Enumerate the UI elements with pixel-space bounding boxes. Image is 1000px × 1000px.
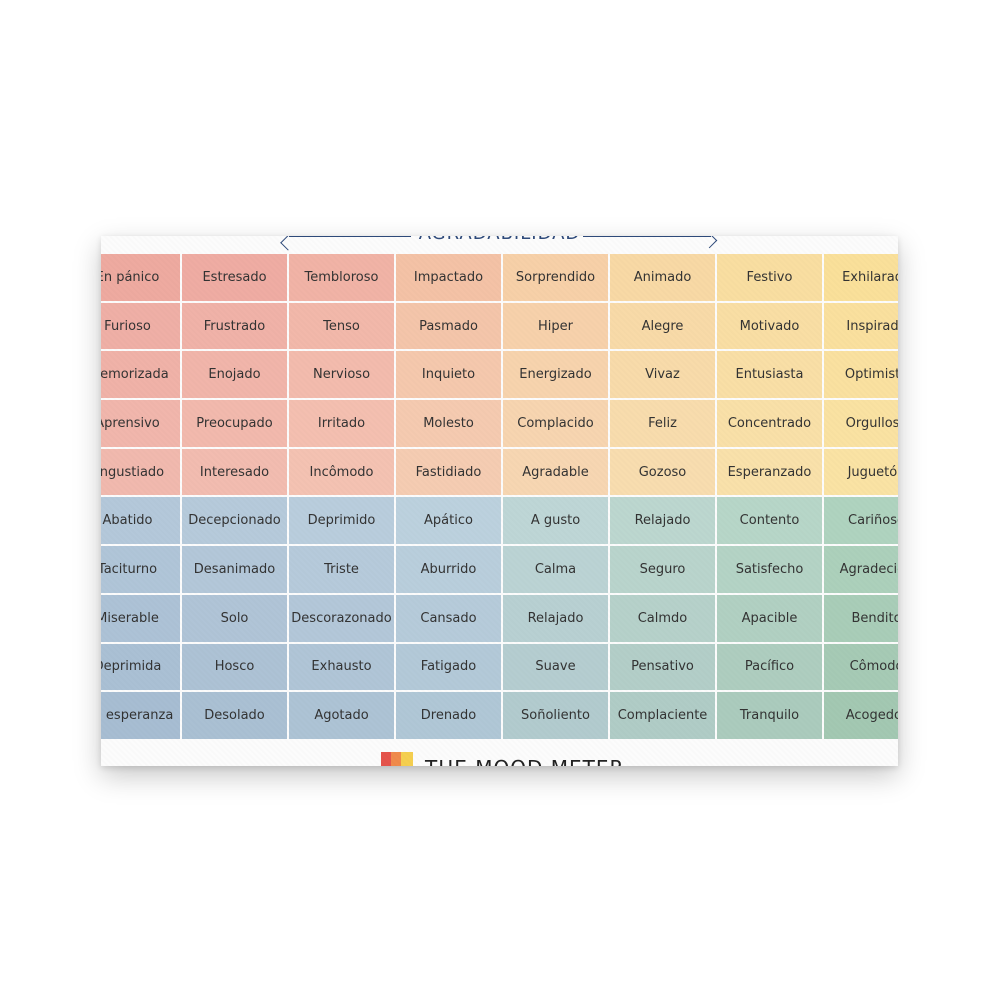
- emotion-cell: A gusto: [503, 497, 608, 545]
- emotion-cell: Suave: [503, 643, 608, 691]
- emotion-grid: En pánico Estresado Tembloroso Impactado Sor…: [101, 254, 898, 739]
- axis-line-right: [583, 236, 711, 237]
- emotion-cell: Animado: [610, 254, 715, 301]
- emotion-cell: Relajado: [610, 497, 715, 545]
- emotion-cell: Angustiado: [101, 448, 180, 496]
- emotion-cell: Apacible: [717, 594, 822, 642]
- emotion-cell: Furioso: [101, 302, 180, 350]
- emotion-cell: Taciturno: [101, 546, 180, 593]
- emotion-cell: Hiper: [503, 302, 608, 350]
- emotion-cell: Energizado: [503, 351, 608, 399]
- emotion-cell: Interesado: [182, 448, 287, 496]
- emotion-cell: Fastidiado: [396, 448, 501, 496]
- emotion-cell: Concentrado: [717, 400, 822, 447]
- emotion-cell: Exhilarado: [824, 254, 898, 301]
- emotion-cell: Bendito: [824, 594, 898, 642]
- emotion-cell: Inspirado: [824, 302, 898, 350]
- emotion-cell: Tembloroso: [289, 254, 394, 301]
- emotion-cell: Estresado: [182, 254, 287, 301]
- emotion-cell: Desolado: [182, 692, 287, 739]
- axis-line-left: [289, 236, 411, 237]
- emotion-cell: Relajado: [503, 594, 608, 642]
- logo: THE MOOD METER: [381, 752, 624, 766]
- emotion-cell: Aprensivo: [101, 400, 180, 447]
- emotion-cell: Triste: [289, 546, 394, 593]
- emotion-cell: Drenado: [396, 692, 501, 739]
- emotion-cell: Sin esperanza: [101, 692, 180, 739]
- emotion-cell: Solo: [182, 594, 287, 642]
- emotion-cell: Soñoliento: [503, 692, 608, 739]
- emotion-cell: Miserable: [101, 594, 180, 642]
- emotion-cell: Incômodo: [289, 448, 394, 496]
- emotion-cell: Decepcionado: [182, 497, 287, 545]
- emotion-cell: Complacido: [503, 400, 608, 447]
- emotion-cell: Pacífico: [717, 643, 822, 691]
- emotion-cell: Frustrado: [182, 302, 287, 350]
- emotion-cell: Hosco: [182, 643, 287, 691]
- emotion-cell: Juguetón: [824, 448, 898, 496]
- emotion-cell: Pensativo: [610, 643, 715, 691]
- emotion-cell: Irritado: [289, 400, 394, 447]
- emotion-cell: Esperanzado: [717, 448, 822, 496]
- emotion-cell: Apático: [396, 497, 501, 545]
- emotion-cell: Descorazonado: [289, 594, 394, 642]
- emotion-cell: Complaciente: [610, 692, 715, 739]
- emotion-cell: Deprimida: [101, 643, 180, 691]
- axis-label: AGRADABILIDAD: [101, 236, 898, 244]
- emotion-cell: Sorprendido: [503, 254, 608, 301]
- emotion-cell: Enojado: [182, 351, 287, 399]
- emotion-cell: Alegre: [610, 302, 715, 350]
- emotion-cell: Inquieto: [396, 351, 501, 399]
- emotion-cell: En pánico: [101, 254, 180, 301]
- emotion-cell: Acogedor: [824, 692, 898, 739]
- emotion-cell: Cansado: [396, 594, 501, 642]
- emotion-cell: Abatido: [101, 497, 180, 545]
- emotion-cell: Feliz: [610, 400, 715, 447]
- emotion-cell: Aburrido: [396, 546, 501, 593]
- emotion-cell: Agotado: [289, 692, 394, 739]
- emotion-cell: Motivado: [717, 302, 822, 350]
- emotion-cell: Seguro: [610, 546, 715, 593]
- emotion-cell: Orgulloso: [824, 400, 898, 447]
- emotion-cell: Agradecido: [824, 546, 898, 593]
- emotion-cell: Impactado: [396, 254, 501, 301]
- emotion-cell: Cariñoso: [824, 497, 898, 545]
- emotion-cell: Atemorizada: [101, 351, 180, 399]
- emotion-cell: Preocupado: [182, 400, 287, 447]
- emotion-cell: Desanimado: [182, 546, 287, 593]
- mood-meter-logo-icon: [381, 752, 417, 766]
- emotion-cell: Molesto: [396, 400, 501, 447]
- emotion-cell: Calmdo: [610, 594, 715, 642]
- emotion-cell: Contento: [717, 497, 822, 545]
- emotion-cell: Festivo: [717, 254, 822, 301]
- emotion-cell: Exhausto: [289, 643, 394, 691]
- emotion-cell: Agradable: [503, 448, 608, 496]
- logo-text: THE MOOD METER: [425, 758, 624, 766]
- emotion-cell: Gozoso: [610, 448, 715, 496]
- mood-meter-canvas: AGRADABILIDAD En pánicoEstresadoTembloro…: [101, 236, 898, 766]
- emotion-cell: Pasmado: [396, 302, 501, 350]
- emotion-cell: Cômodo: [824, 643, 898, 691]
- emotion-cell: Tranquilo: [717, 692, 822, 739]
- emotion-cell: Tenso: [289, 302, 394, 350]
- emotion-cell: Vivaz: [610, 351, 715, 399]
- emotion-cell: Deprimido: [289, 497, 394, 545]
- emotion-cell: Fatigado: [396, 643, 501, 691]
- emotion-cell: Nervioso: [289, 351, 394, 399]
- emotion-cell: Calma: [503, 546, 608, 593]
- emotion-cell: Satisfecho: [717, 546, 822, 593]
- emotion-cell: Entusiasta: [717, 351, 822, 399]
- emotion-cell: Optimista: [824, 351, 898, 399]
